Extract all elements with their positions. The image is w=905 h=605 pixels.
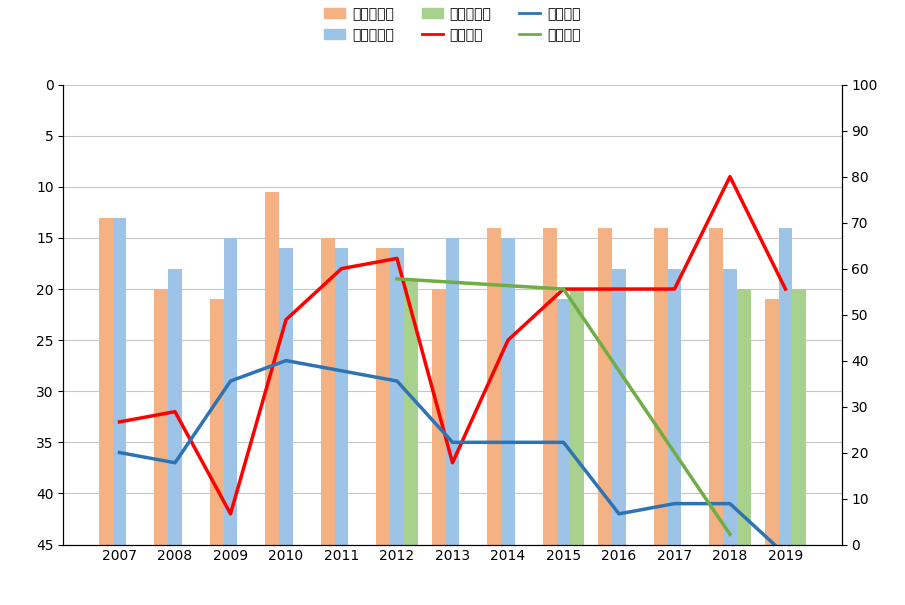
Bar bbox=[570, 289, 585, 544]
Bar bbox=[487, 227, 501, 544]
Bar bbox=[710, 227, 723, 544]
Bar bbox=[653, 227, 668, 544]
Bar bbox=[598, 227, 612, 544]
Bar bbox=[778, 227, 793, 544]
Bar bbox=[224, 238, 237, 544]
Bar bbox=[279, 248, 293, 544]
Bar bbox=[737, 289, 751, 544]
Bar bbox=[445, 238, 460, 544]
Bar bbox=[210, 299, 224, 544]
Bar bbox=[112, 218, 127, 544]
Bar bbox=[765, 299, 778, 544]
Bar bbox=[154, 289, 168, 544]
Bar bbox=[168, 269, 182, 544]
Bar bbox=[723, 269, 737, 544]
Bar bbox=[543, 227, 557, 544]
Bar bbox=[668, 269, 681, 544]
Bar bbox=[320, 238, 335, 544]
Bar bbox=[432, 289, 445, 544]
Bar bbox=[557, 299, 570, 544]
Bar bbox=[612, 269, 626, 544]
Bar bbox=[501, 238, 515, 544]
Legend: 国語正答率, 算数正答率, 理科正答率, 国語順位, 算数順位, 理科順位: 国語正答率, 算数正答率, 理科正答率, 国語順位, 算数順位, 理科順位 bbox=[324, 7, 581, 42]
Bar bbox=[335, 248, 348, 544]
Bar bbox=[99, 218, 112, 544]
Bar bbox=[376, 248, 390, 544]
Bar bbox=[390, 248, 404, 544]
Bar bbox=[265, 192, 279, 544]
Bar bbox=[793, 289, 806, 544]
Bar bbox=[404, 279, 418, 544]
